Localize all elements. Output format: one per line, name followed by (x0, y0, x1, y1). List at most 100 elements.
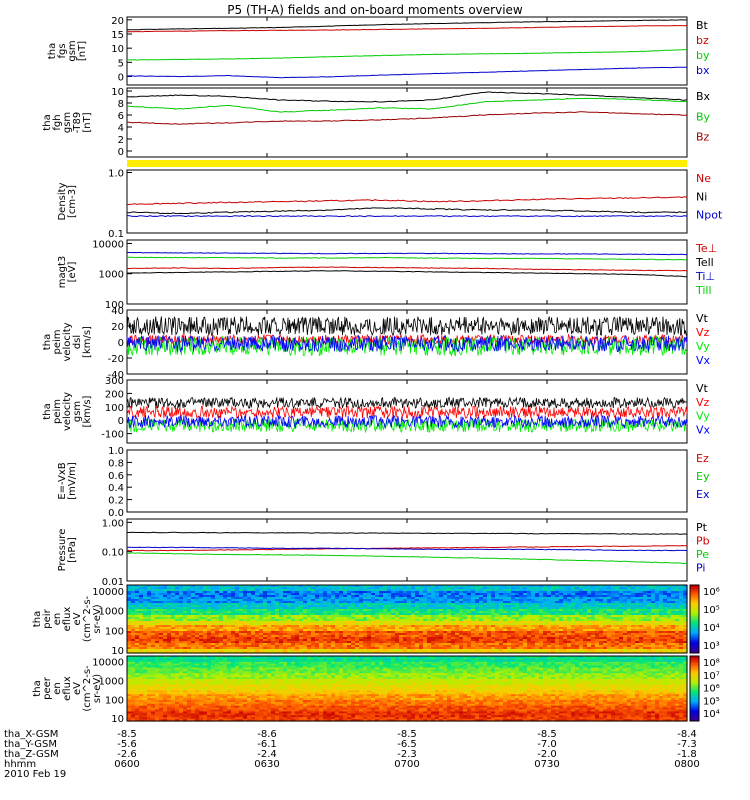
heatmap-cell (183, 595, 188, 598)
heatmap-cell (387, 635, 392, 638)
heatmap-cell (555, 625, 560, 628)
heatmap-cell (391, 609, 396, 612)
heatmap-cell (671, 617, 676, 620)
heatmap-cell (303, 615, 308, 618)
heatmap-cell (155, 635, 160, 638)
heatmap-cell (495, 649, 500, 652)
heatmap-cell (295, 625, 300, 628)
heatmap-cell (647, 595, 652, 598)
heatmap-cell (631, 599, 636, 602)
heatmap-cell (163, 587, 168, 590)
heatmap-cell (659, 585, 664, 588)
heatmap-cell (555, 635, 560, 638)
heatmap-cell (243, 645, 248, 648)
heatmap-cell (307, 587, 312, 590)
heatmap-cell (219, 587, 224, 590)
heatmap-cell (327, 633, 332, 636)
heatmap-cell (191, 597, 196, 600)
heatmap-cell (179, 635, 184, 638)
heatmap-cell (439, 587, 444, 590)
legend-label: Ne (696, 172, 711, 185)
heatmap-cell (295, 589, 300, 592)
heatmap-cell (667, 645, 672, 648)
heatmap-cell (571, 627, 576, 630)
heatmap-cell (339, 651, 344, 654)
heatmap-cell (491, 613, 496, 616)
heatmap-cell (227, 649, 232, 652)
heatmap-cell (347, 619, 352, 622)
heatmap-cell (483, 611, 488, 614)
heatmap-cell (487, 599, 492, 602)
heatmap-cell (683, 609, 688, 612)
heatmap-cell (575, 623, 580, 626)
heatmap-cell (279, 611, 284, 614)
heatmap-cell (343, 615, 348, 618)
heatmap-cell (179, 647, 184, 650)
heatmap-cell (471, 587, 476, 590)
heatmap-cell (143, 627, 148, 630)
heatmap-cell (495, 597, 500, 600)
heatmap-cell (595, 599, 600, 602)
heatmap-cell (315, 611, 320, 614)
heatmap-cell (279, 633, 284, 636)
heatmap-cell (355, 603, 360, 606)
heatmap-cell (475, 611, 480, 614)
heatmap-cell (539, 643, 544, 646)
heatmap-cell (615, 637, 620, 640)
heatmap-cell (627, 647, 632, 650)
heatmap-cell (483, 645, 488, 648)
heatmap-cell (627, 627, 632, 630)
heatmap-cell (627, 631, 632, 634)
heatmap-cell (639, 619, 644, 622)
heatmap-cell (503, 619, 508, 622)
heatmap-cell (491, 621, 496, 624)
heatmap-cell (327, 605, 332, 608)
heatmap-cell (395, 649, 400, 652)
heatmap-cell (483, 589, 488, 592)
heatmap-cell (235, 633, 240, 636)
heatmap-cell (631, 627, 636, 630)
heatmap-cell (359, 645, 364, 648)
heatmap-cell (451, 589, 456, 592)
heatmap-cell (447, 593, 452, 596)
heatmap-cell (387, 633, 392, 636)
heatmap-cell (239, 635, 244, 638)
heatmap-cell (567, 605, 572, 608)
heatmap-cell (455, 595, 460, 598)
heatmap-cell (415, 609, 420, 612)
heatmap-cell (375, 603, 380, 606)
heatmap-cell (391, 637, 396, 640)
heatmap-cell (383, 599, 388, 602)
heatmap-cell (299, 597, 304, 600)
heatmap-cell (175, 585, 180, 588)
heatmap-cell (519, 625, 524, 628)
heatmap-cell (331, 607, 336, 610)
heatmap-cell (523, 597, 528, 600)
heatmap-cell (655, 629, 660, 632)
heatmap-cell (343, 641, 348, 644)
heatmap-cell (167, 609, 172, 612)
heatmap-cell (651, 595, 656, 598)
heatmap-cell (247, 623, 252, 626)
heatmap-cell (455, 637, 460, 640)
heatmap-cell (343, 621, 348, 624)
heatmap-cell (631, 645, 636, 648)
heatmap-cell (647, 629, 652, 632)
heatmap-cell (671, 639, 676, 642)
heatmap-cell (451, 649, 456, 652)
heatmap-cell (323, 589, 328, 592)
heatmap-cell (155, 611, 160, 614)
heatmap-cell (187, 589, 192, 592)
heatmap-cell (251, 635, 256, 638)
heatmap-cell (375, 637, 380, 640)
heatmap-cell (443, 607, 448, 610)
heatmap-cell (135, 649, 140, 652)
heatmap-cell (395, 587, 400, 590)
heatmap-cell (195, 629, 200, 632)
heatmap-cell (255, 647, 260, 650)
heatmap-cell (351, 589, 356, 592)
heatmap-cell (491, 585, 496, 588)
heatmap-cell (167, 647, 172, 650)
heatmap-cell (535, 603, 540, 606)
heatmap-cell (411, 629, 416, 632)
